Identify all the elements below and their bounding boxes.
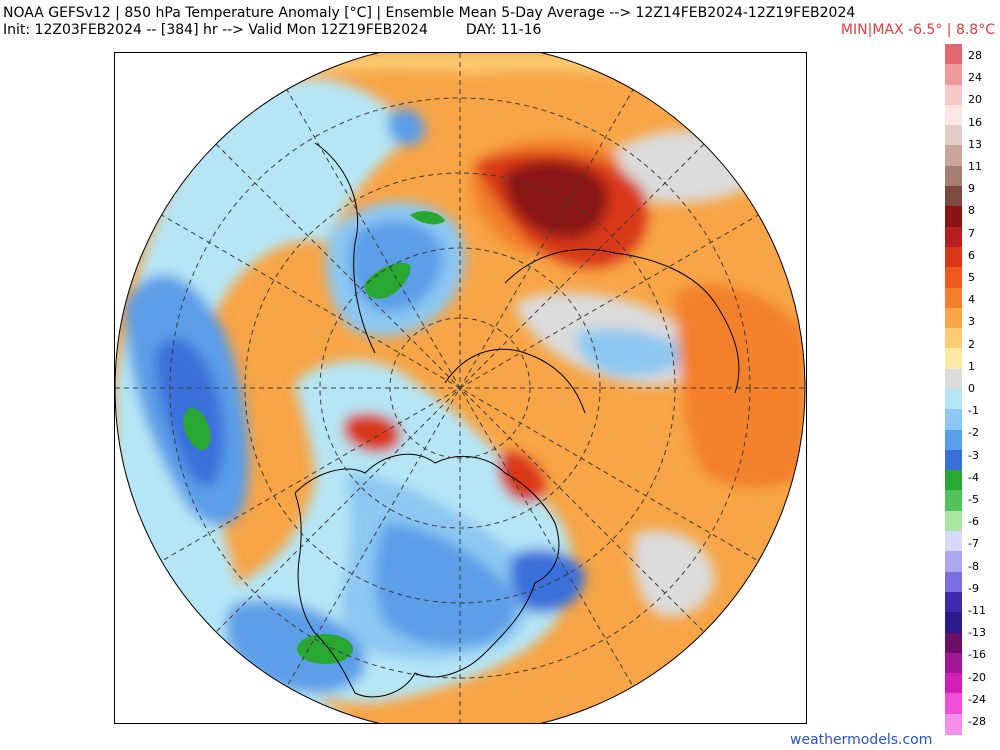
legend-label: -11 (968, 604, 986, 617)
legend-label: 1 (968, 359, 975, 373)
legend-label: -2 (968, 426, 979, 440)
legend-swatch (945, 693, 962, 715)
legend-label: 28 (968, 49, 982, 62)
legend-swatch (945, 84, 962, 106)
atlantic-neutral-patch (633, 530, 715, 617)
legend-swatch (945, 571, 962, 593)
init-info: Init: 12Z03FEB2024 -- [384] hr --> Valid… (3, 22, 541, 38)
pacific-very-cold-spot (183, 407, 211, 451)
east-pacific-very-cold-spot (297, 634, 353, 664)
legend-swatch (945, 44, 962, 65)
legend-label: -5 (968, 493, 979, 506)
legend-label: 16 (968, 115, 982, 129)
graticule (115, 53, 805, 723)
legend-label: 20 (968, 93, 982, 107)
legend-label: -13 (968, 626, 986, 640)
legend-label: 5 (968, 271, 975, 284)
legend-swatch (945, 449, 962, 471)
legend-swatch (945, 429, 962, 451)
legend-swatch (945, 713, 962, 735)
legend-swatch (945, 531, 962, 552)
russia-hot-core (503, 160, 609, 239)
legend-swatch (945, 287, 962, 309)
himalaya-cool-patch (575, 329, 695, 377)
legend-label: -8 (968, 559, 979, 573)
anomaly-map (115, 53, 806, 723)
legend-swatch (945, 551, 962, 573)
legend-label: 0 (968, 382, 975, 395)
north-atlantic-cool-spot (387, 109, 425, 146)
canada-warm-spot (498, 452, 545, 503)
legend-swatch (945, 104, 962, 126)
legend-swatch (945, 206, 962, 228)
legend-label: -6 (968, 515, 979, 529)
legend-swatch (945, 226, 962, 248)
init-valid-text: Init: 12Z03FEB2024 -- [384] hr --> Valid… (3, 22, 428, 38)
legend-label: 24 (968, 71, 982, 85)
legend-swatch (945, 490, 962, 512)
legend-swatch (945, 652, 962, 674)
legend-label: 4 (968, 293, 975, 307)
legend-swatch (945, 125, 962, 147)
legend-label: 13 (968, 137, 982, 151)
legend-label: -16 (968, 648, 986, 662)
legend-swatch (945, 591, 962, 613)
map-title: NOAA GEFSv12 | 850 hPa Temperature Anoma… (3, 5, 856, 21)
legend-label: -3 (968, 448, 979, 462)
legend-swatch (945, 145, 962, 167)
legend-label: 11 (968, 160, 982, 173)
legend-swatch (945, 409, 962, 431)
coastlines (294, 142, 740, 698)
legend-swatch (945, 673, 962, 694)
legend-swatch (945, 246, 962, 268)
legend-label: 6 (968, 248, 975, 262)
alaska-warm-spot (343, 412, 402, 453)
north-america-cold-core (374, 523, 516, 647)
forecast-day-range: DAY: 11-16 (465, 22, 542, 38)
legend-label: 7 (968, 226, 975, 240)
legend-label: -24 (968, 692, 986, 706)
legend-label: 2 (968, 337, 975, 351)
min-max-readout: MIN|MAX -6.5° | 8.8°C (840, 22, 995, 38)
legend-swatch (945, 307, 962, 329)
legend-label: -9 (968, 581, 979, 595)
hemisphere-edge (115, 53, 806, 723)
legend-swatch (945, 328, 962, 349)
legend-swatch (945, 632, 962, 654)
east-asia-warm-area (675, 285, 805, 488)
pacific-cool-belt (115, 78, 415, 723)
legend-label: 9 (968, 182, 975, 196)
arctic-very-cold-spot (364, 262, 411, 299)
polar-map-panel (114, 52, 807, 724)
legend-label: 3 (968, 315, 975, 329)
legend-label: 8 (968, 204, 975, 218)
legend-swatch (945, 165, 962, 187)
legend-label: -20 (968, 670, 986, 684)
legend-label: -7 (968, 537, 979, 551)
arctic-very-cold-spot-north (410, 211, 445, 225)
legend-swatch (945, 186, 962, 207)
legend-swatch (945, 64, 962, 86)
legend-swatch (945, 348, 962, 370)
legend-label: -28 (968, 715, 986, 728)
legend-swatch (945, 368, 962, 390)
legend-swatch (945, 267, 962, 289)
legend-swatch (945, 612, 962, 634)
legend-label: -1 (968, 404, 979, 418)
color-scale-legend: 28 24 20 16 13 11 9 8 7 6 5 4 3 2 1 0 -1 -2 -3 -4 -5 -6 -7 -8 -9… (945, 44, 995, 735)
site-watermark[interactable]: weathermodels.com (790, 732, 933, 748)
legend-swatch (945, 389, 962, 410)
legend-swatch (945, 470, 962, 492)
legend-label: -4 (968, 470, 979, 484)
legend-swatch (945, 510, 962, 532)
